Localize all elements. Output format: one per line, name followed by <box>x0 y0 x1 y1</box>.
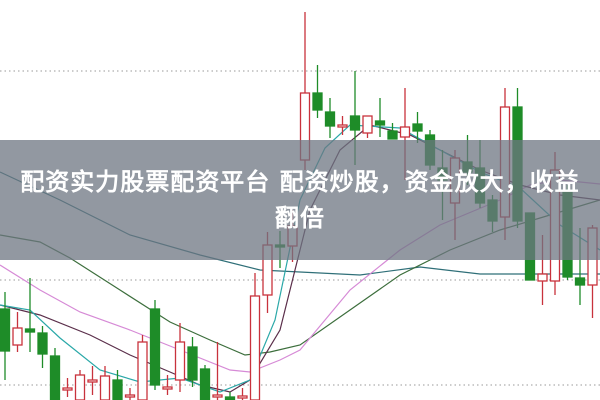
candle <box>74 370 86 400</box>
candle <box>237 388 248 400</box>
candle <box>324 98 336 138</box>
candle <box>149 300 161 390</box>
candle <box>87 366 98 395</box>
candle-body <box>49 355 61 400</box>
candle-body <box>124 394 136 398</box>
candle-body <box>324 111 336 127</box>
candle <box>199 365 211 400</box>
candle-body <box>312 92 323 111</box>
candle-body <box>237 395 248 399</box>
candle <box>174 323 186 392</box>
candle-body <box>37 332 48 355</box>
candle-body <box>374 120 386 126</box>
candle <box>249 273 261 400</box>
candle <box>162 375 173 395</box>
candle-body <box>574 277 586 286</box>
candle <box>212 342 223 400</box>
candle-body <box>199 368 211 400</box>
candle <box>24 278 36 352</box>
candle <box>112 370 123 400</box>
candle-body <box>212 394 223 398</box>
banner-title: 配资实力股票配资平台 配资炒股，资金放大，收益翻倍 <box>20 168 580 232</box>
candle-body <box>62 387 73 391</box>
candle <box>37 326 48 368</box>
candle-body <box>174 341 186 381</box>
candle-body <box>537 273 548 282</box>
candle-body <box>224 396 236 400</box>
candle-body <box>387 130 398 140</box>
candle <box>224 392 236 400</box>
candle <box>49 348 61 400</box>
candle-body <box>24 328 36 333</box>
candle-body <box>399 126 411 138</box>
candle <box>0 292 11 380</box>
candle-body <box>362 115 373 134</box>
title-banner: 配资实力股票配资平台 配资炒股，资金放大，收益翻倍 <box>0 140 600 260</box>
candle <box>124 388 136 400</box>
candle-body <box>99 375 111 400</box>
candle-body <box>187 346 198 381</box>
candle-body <box>249 295 261 400</box>
candle <box>99 366 111 400</box>
candle <box>337 116 348 135</box>
candle-body <box>412 123 423 132</box>
candle <box>412 112 423 143</box>
candle-body <box>87 379 98 383</box>
candle-body <box>112 379 123 400</box>
candle-body <box>137 341 148 400</box>
candle-body <box>162 386 173 390</box>
candle-body <box>149 308 161 386</box>
candle-body <box>349 115 361 131</box>
candle-body <box>0 308 11 352</box>
candle <box>387 123 398 140</box>
candle <box>62 378 73 397</box>
candle <box>312 65 323 118</box>
candle <box>374 98 386 137</box>
candle-body <box>12 327 23 346</box>
candle-body <box>337 124 348 128</box>
candle <box>187 337 198 387</box>
candle-body <box>74 374 86 400</box>
candle <box>12 312 23 352</box>
candle <box>362 115 373 138</box>
candle <box>137 335 148 400</box>
